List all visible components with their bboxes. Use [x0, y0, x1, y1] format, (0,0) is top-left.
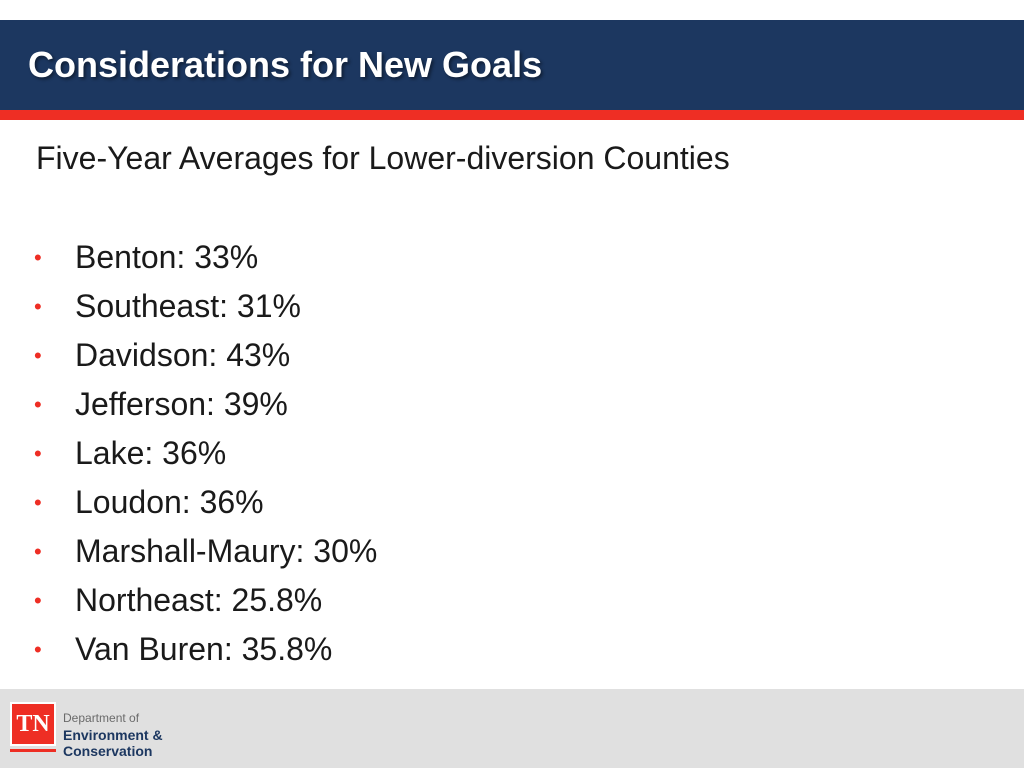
tn-logo-icon: TN	[10, 702, 56, 746]
bullet-text: Northeast: 25.8%	[75, 582, 323, 618]
slide-subtitle: Five-Year Averages for Lower-diversion C…	[36, 140, 730, 176]
bullet-icon: •	[34, 441, 42, 466]
bullet-text: Van Buren: 35.8%	[75, 631, 333, 667]
bullet-text: Marshall-Maury: 30%	[75, 533, 378, 569]
bullet-icon: •	[34, 245, 42, 270]
bullet-text: Jefferson: 39%	[75, 386, 288, 422]
bullet-icon: •	[34, 490, 42, 515]
slide-title: Considerations for New Goals	[28, 44, 543, 85]
bullet-text: Loudon: 36%	[75, 484, 264, 520]
bullet-text: Benton: 33%	[75, 239, 259, 275]
red-divider	[0, 110, 1024, 120]
title-bar: Considerations for New Goals	[0, 20, 1024, 110]
logo-underline	[10, 749, 56, 752]
bullet-icon: •	[34, 539, 42, 564]
bullet-icon: •	[34, 294, 42, 319]
bullet-icon: •	[34, 588, 42, 613]
bullet-icon: •	[34, 637, 42, 662]
logo-text-conservation: Conservation	[63, 743, 153, 759]
footer-bar: TN Department of Environment & Conservat…	[0, 689, 1024, 768]
bullet-icon: •	[34, 392, 42, 417]
bullet-text: Southeast: 31%	[75, 288, 301, 324]
logo-text-department: Department of	[63, 711, 140, 725]
bullet-text: Davidson: 43%	[75, 337, 291, 373]
bullet-text: Lake: 36%	[75, 435, 227, 471]
bullet-icon: •	[34, 343, 42, 368]
logo-text-environment: Environment &	[63, 727, 163, 743]
